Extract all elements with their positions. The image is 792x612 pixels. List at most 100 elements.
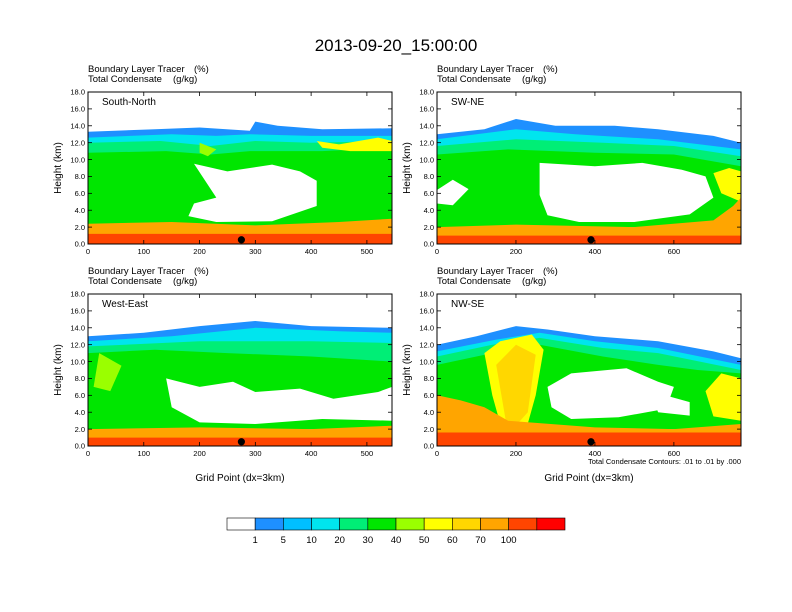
tracer-field [437, 119, 741, 244]
header-fill-units: (%) [194, 64, 209, 75]
colorbar-label: 40 [391, 535, 402, 546]
header-fill-field: Boundary Layer Tracer [437, 64, 534, 75]
colorbar: 1 5 10 20 30 40 50 60 70 100 [226, 517, 566, 546]
location-marker [237, 438, 245, 446]
figure-title: 2013-09-20_15:00:00 [315, 36, 478, 55]
x-tick-label: 0 [86, 247, 90, 256]
contour-note: Total Condensate Contours: .01 to .01 by… [588, 457, 741, 466]
x-tick-label: 200 [510, 247, 523, 256]
x-tick-label: 500 [361, 247, 374, 256]
header-contour-units: (g/kg) [522, 276, 546, 287]
axes-frame [436, 293, 742, 447]
y-tick-label: 14.0 [70, 121, 85, 130]
x-tick-label: 200 [510, 449, 523, 458]
x-tick-label: 0 [435, 247, 439, 256]
y-tick-label: 6.0 [75, 189, 85, 198]
colorbar-swatch [452, 517, 481, 531]
y-tick-label: 4.0 [75, 408, 85, 417]
x-tick-label: 100 [138, 449, 151, 458]
x-tick-label: 300 [249, 247, 262, 256]
x-tick-label: 600 [668, 247, 681, 256]
colorbar-label: 10 [306, 535, 317, 546]
y-tick-label: 4.0 [424, 408, 434, 417]
tracer-contour-level [650, 391, 690, 416]
y-tick-label: 18.0 [419, 290, 434, 299]
y-tick-label: 10.0 [419, 357, 434, 366]
panels: 0.0 2.0 4.0 6.0 8.0 10.0 12.0 14.0 16.0 18.0 0 100 2… [53, 64, 742, 484]
panel-nw-se: 0.0 2.0 4.0 6.0 8.0 10.0 12.0 14.0 16.0 18.0 0 200 4… [402, 266, 742, 484]
colorbar-swatch [254, 517, 284, 531]
x-axis-label: Grid Point (dx=3km) [544, 473, 633, 484]
header-contour-units: (g/kg) [173, 74, 197, 85]
tracer-contour-level [496, 344, 536, 435]
header-contour-field: Total Condensate [437, 276, 511, 287]
axes-frame [87, 293, 393, 447]
y-tick-label: 18.0 [419, 88, 434, 97]
x-tick-label: 0 [86, 449, 90, 458]
y-tick-label: 14.0 [419, 121, 434, 130]
header-fill-field: Boundary Layer Tracer [88, 266, 185, 277]
colorbar-label: 50 [419, 535, 430, 546]
panel-title: SW-NE [451, 97, 484, 108]
header-fill-field: Boundary Layer Tracer [88, 64, 185, 75]
header-contour-units: (g/kg) [522, 74, 546, 85]
tracer-contour-level [199, 142, 217, 157]
axes-frame [436, 91, 742, 245]
tracer-field [88, 321, 392, 446]
axes-frame [87, 91, 393, 245]
y-tick-label: 0.0 [424, 240, 434, 249]
tracer-contour-level [547, 368, 674, 419]
y-tick-label: 2.0 [424, 223, 434, 232]
tracer-contour-level [93, 353, 122, 392]
header-contour-field: Total Condensate [437, 74, 511, 85]
tracer-field [88, 121, 392, 244]
x-tick-label: 400 [305, 449, 318, 458]
y-tick-label: 12.0 [70, 340, 85, 349]
tracer-contour-level [316, 137, 392, 152]
y-tick-label: 4.0 [424, 206, 434, 215]
colorbar-swatch [339, 517, 369, 531]
y-tick-label: 2.0 [424, 425, 434, 434]
header-contour-field: Total Condensate [88, 74, 162, 85]
colorbar-swatch [423, 517, 453, 531]
tracer-contour-level [166, 378, 392, 424]
y-tick-label: 10.0 [70, 155, 85, 164]
tracer-contour-level [437, 197, 741, 244]
x-tick-label: 200 [193, 247, 206, 256]
colorbar-swatch [395, 517, 425, 531]
colorbar-label: 30 [363, 535, 374, 546]
panel-title: West-East [102, 299, 148, 310]
y-tick-label: 16.0 [70, 105, 85, 114]
y-tick-label: 8.0 [75, 172, 85, 181]
y-tick-label: 14.0 [419, 323, 434, 332]
panel-title: South-North [102, 97, 156, 108]
header-contour-units: (g/kg) [173, 276, 197, 287]
y-tick-label: 16.0 [419, 307, 434, 316]
y-tick-label: 2.0 [75, 223, 85, 232]
y-tick-label: 10.0 [70, 357, 85, 366]
tracer-contour-level [713, 168, 741, 202]
tracer-contour-level [188, 163, 317, 222]
x-tick-label: 600 [668, 449, 681, 458]
colorbar-label: 5 [281, 535, 286, 546]
y-axis-label: Height (km) [53, 142, 64, 194]
y-axis-label: Height (km) [402, 142, 413, 194]
panel-west-east: 0.0 2.0 4.0 6.0 8.0 10.0 12.0 14.0 16.0 18.0 0 100 2… [53, 266, 393, 484]
colorbar-label: 70 [475, 535, 486, 546]
colorbar-label: 20 [334, 535, 345, 546]
x-axis-label: Grid Point (dx=3km) [195, 473, 284, 484]
x-tick-label: 400 [589, 247, 602, 256]
y-tick-label: 18.0 [70, 290, 85, 299]
header-fill-units: (%) [543, 64, 558, 75]
y-tick-label: 0.0 [75, 240, 85, 249]
x-tick-label: 100 [138, 247, 151, 256]
header-fill-units: (%) [543, 266, 558, 277]
y-tick-label: 0.0 [424, 442, 434, 451]
tracer-contour-level [705, 373, 741, 421]
y-tick-label: 14.0 [70, 323, 85, 332]
y-tick-label: 6.0 [75, 391, 85, 400]
colorbar-swatch [480, 517, 509, 531]
y-tick-label: 18.0 [70, 88, 85, 97]
header-fill-field: Boundary Layer Tracer [437, 266, 534, 277]
tracer-field [437, 326, 741, 446]
